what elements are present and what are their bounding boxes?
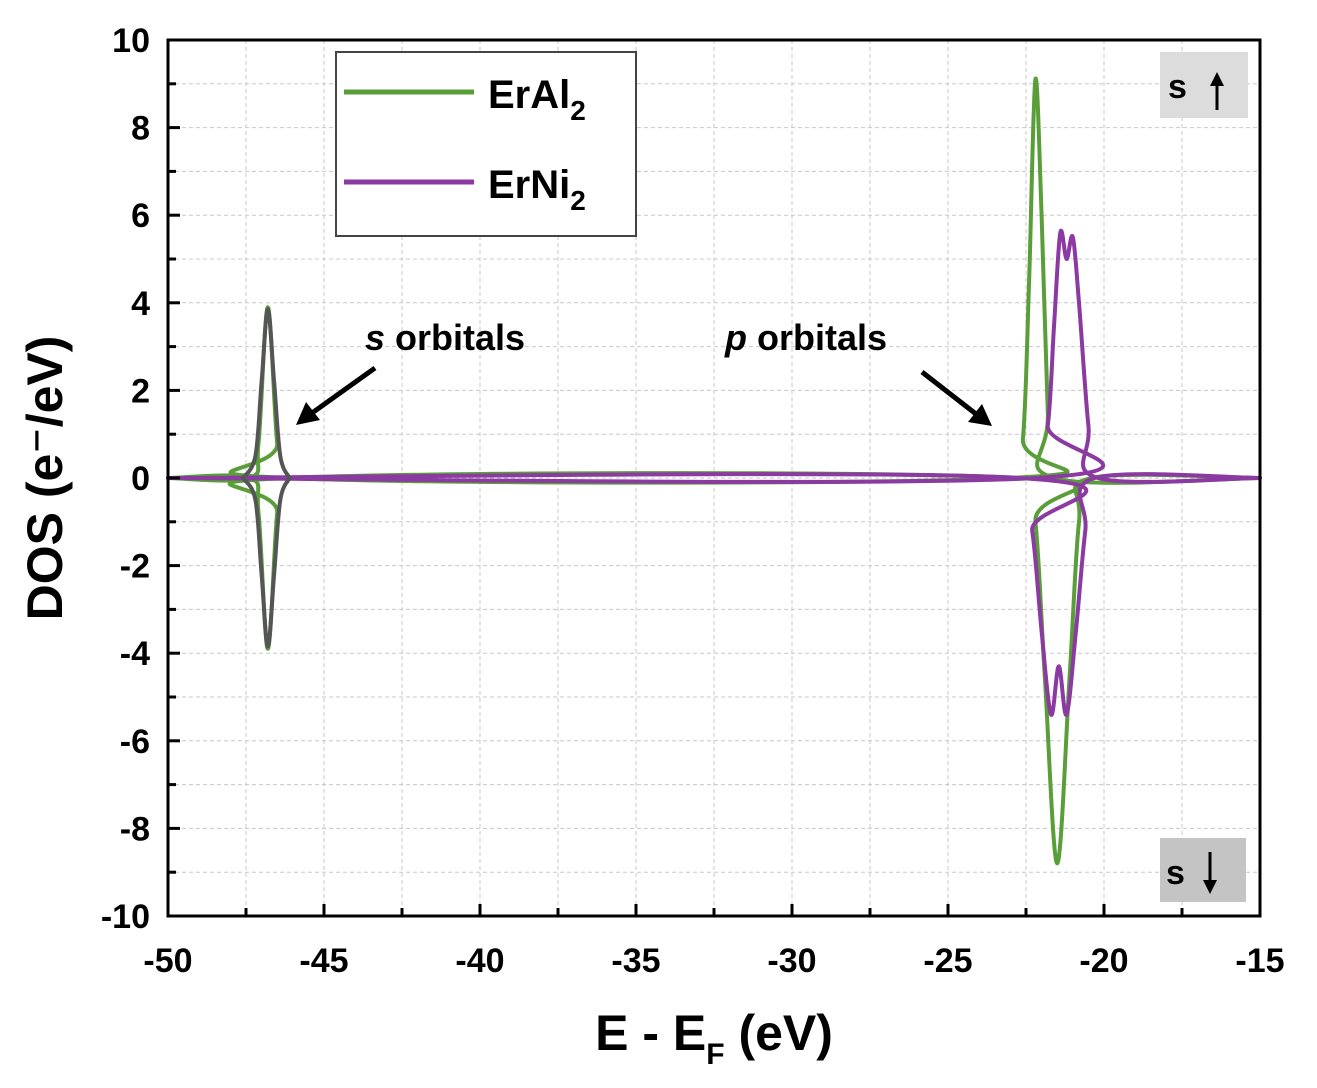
x-tick-label: -20 [1079,942,1128,980]
x-axis-title: E - EF (eV) [595,1005,833,1071]
x-tick-label: -25 [923,942,972,980]
series-line-s-peak-overlay-up [240,307,292,480]
badge-spin-down: s [1160,838,1246,902]
axis-ticks [166,38,1262,918]
x-tick-label: -50 [143,942,192,980]
series-line-s-peak-overlay-down [240,476,292,649]
legend-box [335,51,637,237]
badge-spin-down-text: s [1166,854,1185,892]
x-tick-label: -40 [455,942,504,980]
series-lines [166,76,1262,866]
x-tick-label: -45 [299,942,348,980]
y-tick-label: -8 [120,810,150,848]
y-tick-label: 0 [131,460,150,498]
x-tick-label: -30 [767,942,816,980]
x-tick-label: -15 [1235,942,1284,980]
series-line-erni2-down [166,472,1262,717]
x-tick-label: -35 [611,942,660,980]
annotation-s-orbitals: s orbitals [365,317,525,358]
y-tick-label: -6 [120,723,150,761]
y-tick-label: 6 [131,197,150,235]
series-line-eral2-up [166,76,1262,485]
series-line-erni2-up [166,228,1262,484]
y-tick-label: 2 [131,372,150,410]
legend: ErAl2 ErNi2 [335,51,637,237]
tick-labels: -50 -45 -40 -35 -30 -25 -20 -15-10-8-6-4-202468… [101,22,1285,980]
annotation-arrow-s [296,365,377,425]
arrow-up-icon [1210,72,1224,110]
y-axis-title: DOS (e⁻/eV) [17,336,73,621]
y-tick-label: -2 [120,548,150,586]
annotation-arrow-p [920,370,992,426]
y-tick-label: 10 [112,22,150,60]
badge-spin-up-text: s [1168,68,1187,106]
y-tick-label: 4 [131,285,150,323]
y-tick-label: -10 [101,898,150,936]
badge-spin-up: s [1160,52,1248,118]
legend-label-erni2: ErNi2 [488,163,586,216]
arrow-down-icon [1203,852,1217,894]
legend-label-eral2: ErAl2 [488,73,586,126]
annotation-p-orbitals: p orbitals [724,317,887,358]
y-tick-label: -4 [120,635,150,673]
y-tick-label: 8 [131,110,150,148]
